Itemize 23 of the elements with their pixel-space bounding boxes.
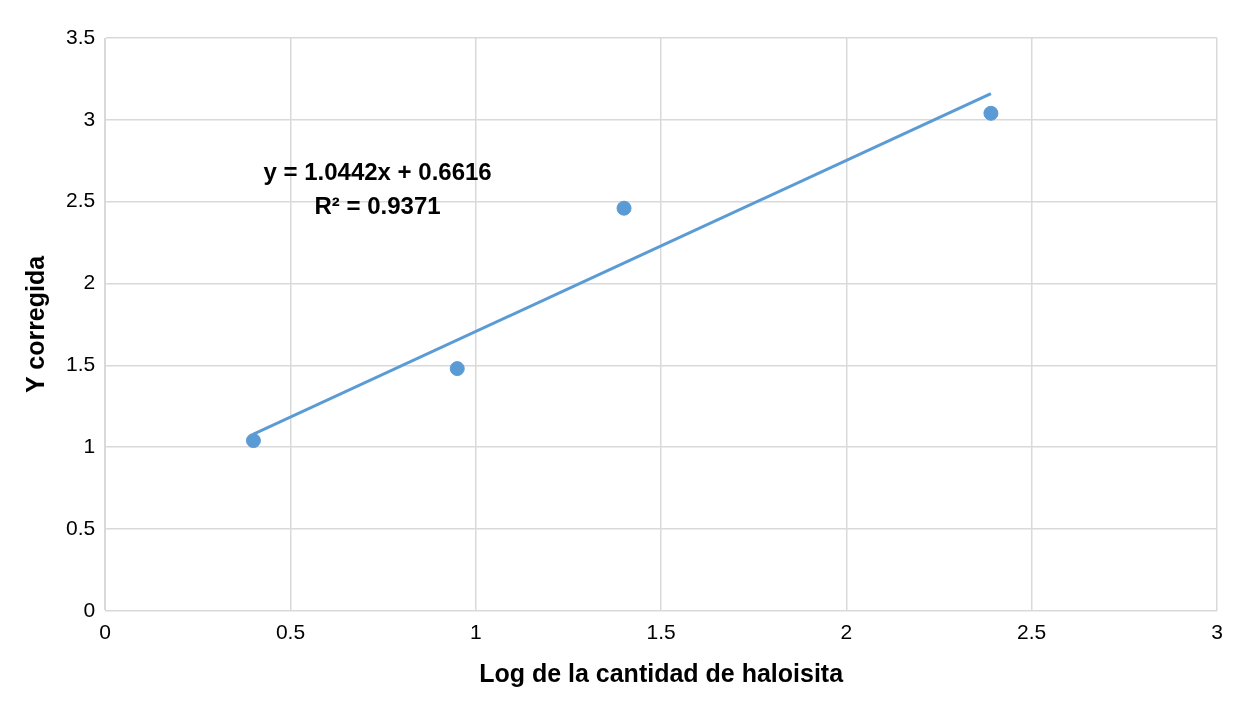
x-tick-label: 1.5 <box>646 620 676 644</box>
y-tick-label: 0.5 <box>65 515 96 539</box>
x-tick-label: 0.5 <box>275 620 306 644</box>
x-tick-label: 1 <box>469 620 482 644</box>
x-axis-title: Log de la cantidad de haloisita <box>479 658 845 687</box>
x-tick-label: 2.5 <box>1017 620 1047 644</box>
y-tick-label: 3.5 <box>65 24 96 48</box>
point <box>983 105 999 121</box>
x-tick-label: 3 <box>1211 620 1223 644</box>
y-tick-label: 2.5 <box>65 188 96 212</box>
annotation: R² = 0.9371 <box>314 191 441 219</box>
y-tick-label: 1 <box>83 433 96 457</box>
point <box>616 200 632 216</box>
y-tick-label: 3 <box>83 106 96 130</box>
y-axis-title: Y corregida <box>20 254 49 393</box>
x-tick-label: 0 <box>99 620 112 644</box>
x-tick-label: 2 <box>840 620 853 644</box>
y-tick-label: 1.5 <box>65 352 96 376</box>
annotation: y = 1.0442x + 0.6616 <box>263 157 492 185</box>
point <box>449 361 465 377</box>
y-tick-label: 0 <box>83 597 96 621</box>
point <box>245 433 261 449</box>
y-tick-label: 2 <box>83 270 96 294</box>
